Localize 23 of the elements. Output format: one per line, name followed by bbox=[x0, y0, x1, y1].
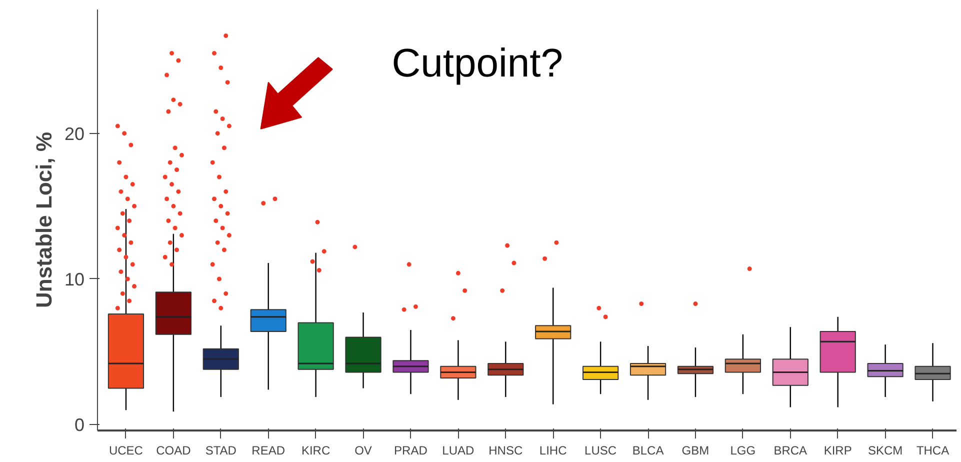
x-tick-label: THCA bbox=[916, 444, 950, 458]
x-tick-label: GBM bbox=[682, 444, 710, 458]
x-tick-label: OV bbox=[354, 444, 372, 458]
x-tick-label: HNSC bbox=[488, 444, 523, 458]
x-tick-label: LGG bbox=[730, 444, 756, 458]
x-tick-label: LUAD bbox=[442, 444, 475, 458]
x-tick-label: PRAD bbox=[394, 444, 428, 458]
x-tick-label: UCEC bbox=[108, 444, 144, 458]
y-tick-label: 0 bbox=[74, 415, 85, 436]
annotation: Cutpoint? bbox=[392, 41, 563, 86]
x-tick-label: SKCM bbox=[868, 444, 903, 458]
y-tick-label: 20 bbox=[64, 124, 85, 144]
y-tick-label: 10 bbox=[64, 270, 85, 290]
x-tick-label: KIRC bbox=[301, 444, 330, 458]
x-tick-label: COAD bbox=[156, 444, 192, 458]
x-tick-label: READ bbox=[252, 444, 286, 458]
x-tick-label: STAD bbox=[205, 444, 237, 458]
x-tick-label: BLCA bbox=[632, 444, 664, 458]
y-axis-title: Unstable Loci, % bbox=[31, 132, 56, 308]
x-tick-label: LIHC bbox=[539, 444, 568, 458]
x-tick-label: KIRP bbox=[824, 444, 852, 458]
x-tick-label: BRCA bbox=[774, 444, 808, 458]
x-tick-label: LUSC bbox=[584, 444, 617, 458]
